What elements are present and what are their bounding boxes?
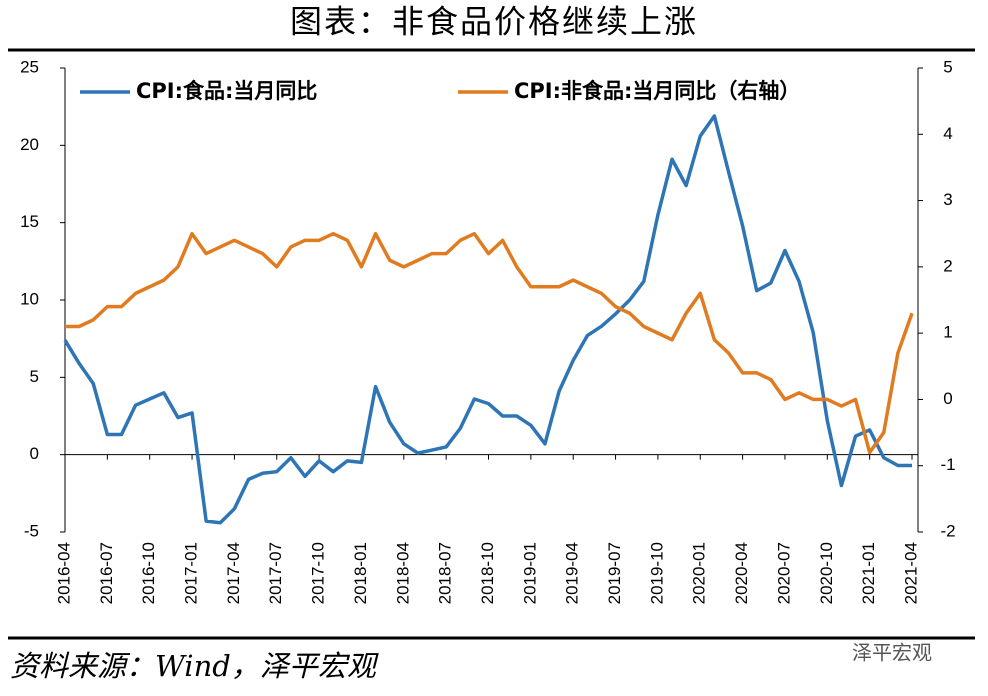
y-tick-label: -5 <box>24 521 39 540</box>
x-tick-label: 2016-07 <box>97 542 116 604</box>
x-tick-label: 2017-01 <box>182 542 201 604</box>
x-tick-label: 2019-10 <box>647 542 666 604</box>
y-tick-label: 25 <box>20 57 39 76</box>
x-tick-label: 2017-04 <box>224 542 243 604</box>
x-tick-label: 2020-10 <box>817 542 836 604</box>
y-tick-label: 15 <box>20 212 39 231</box>
y2-tick-label: -1 <box>940 455 955 474</box>
legend-label: CPI:非食品:当月同比（右轴） <box>514 79 800 103</box>
legend-label: CPI:食品:当月同比 <box>136 79 317 103</box>
x-tick-label: 2020-01 <box>690 542 709 604</box>
x-tick-label: 2021-04 <box>901 542 920 604</box>
x-tick-label: 2017-07 <box>266 542 285 604</box>
y-tick-label: 0 <box>30 444 39 463</box>
y2-tick-label: 0 <box>943 389 952 408</box>
x-tick-label: 2019-04 <box>563 542 582 604</box>
y2-tick-label: 4 <box>943 124 952 143</box>
x-tick-label: 2019-01 <box>520 542 539 604</box>
x-tick-label: 2019-07 <box>605 542 624 604</box>
y-tick-label: 20 <box>20 135 39 154</box>
x-tick-label: 2016-10 <box>139 542 158 604</box>
x-tick-label: 2018-01 <box>351 542 370 604</box>
x-tick-label: 2020-04 <box>732 542 751 604</box>
y2-tick-label: 2 <box>943 256 952 275</box>
chart-title: 图表：非食品价格继续上涨 <box>290 3 698 41</box>
x-tick-label: 2017-10 <box>309 542 328 604</box>
x-tick-label: 2016-04 <box>54 542 73 604</box>
y2-tick-label: 5 <box>943 57 952 76</box>
x-tick-label: 2020-07 <box>774 542 793 604</box>
watermark: 泽平宏观 <box>852 641 932 665</box>
x-tick-label: 2018-04 <box>393 542 412 604</box>
x-tick-label: 2018-10 <box>478 542 497 604</box>
y-tick-label: 5 <box>30 367 39 386</box>
y2-tick-label: -2 <box>940 521 955 540</box>
series-line <box>65 231 914 455</box>
y2-tick-label: 3 <box>943 190 952 209</box>
x-tick-label: 2021-01 <box>859 542 878 604</box>
source: 资料来源：Wind，泽平宏观 <box>10 649 379 683</box>
y2-tick-label: 1 <box>943 323 952 342</box>
x-tick-label: 2018-07 <box>436 542 455 604</box>
y-tick-label: 10 <box>20 289 39 308</box>
series-line <box>63 114 912 525</box>
